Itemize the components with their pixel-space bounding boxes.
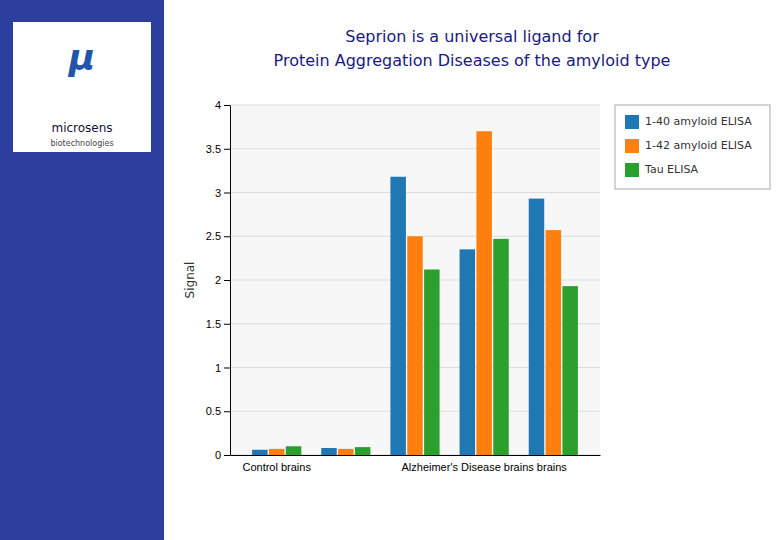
legend-label: Tau ELISA [644,163,699,176]
tick: 0 [215,449,230,461]
tick-label: 2 [215,274,221,286]
tick-mark [224,368,230,369]
bar [286,446,301,455]
annotation: biotechnologies [50,139,113,148]
tick: Alzheimer's Disease brains brains [401,461,567,473]
bar [546,230,561,455]
tick: Control brains [242,461,311,473]
legend-item: Tau ELISA [625,163,699,177]
tick-label: Alzheimer's Disease brains brains [401,461,567,473]
tick-mark [224,193,230,194]
tick: 1 [215,362,230,374]
tick: 2.5 [206,230,230,242]
plot-area [230,105,600,455]
legend-swatch [625,139,639,153]
bar [390,177,405,455]
tick-label: 3 [215,187,221,199]
tick-mark [224,455,230,456]
tick: 3.5 [206,143,230,155]
tick-label: 0.5 [206,405,221,417]
axis-line [231,455,601,456]
grid [230,105,600,455]
title-line: Seprion is a universal ligand for [345,27,599,46]
grid-line [230,148,600,149]
bar [562,286,577,455]
title-line: Protein Aggregation Diseases of the amyl… [274,51,671,70]
series [286,239,578,455]
bar [252,450,267,455]
legend-label: 1-40 amyloid ELISA [645,115,752,128]
legend: 1-40 amyloid ELISA 1-42 amyloid ELISA Tau … [615,105,770,189]
bar [529,199,544,455]
side-panel [0,0,164,540]
tick-label: Control brains [242,461,311,473]
bars [252,131,578,455]
tick-mark [224,149,230,150]
axis-line [230,106,231,456]
tick: 3 [215,187,230,199]
x-axis: Control brains Alzheimer's Disease brains… [231,456,601,474]
bar [355,447,370,455]
annotation: μ [68,37,96,78]
bar [338,449,353,455]
tick-mark [224,324,230,325]
legend-swatch [625,115,639,129]
legend-item: 1-40 amyloid ELISA [625,115,752,129]
bar [493,239,508,455]
legend-item: 1-42 amyloid ELISA [625,139,752,153]
bar [407,236,422,455]
y-label: Signal [183,262,197,299]
logo-box [13,22,151,152]
tick-label: 1 [215,362,221,374]
bar [269,449,284,455]
y-axis: 0 0.5 1 1.5 2 2.5 3 3.5 4 [206,99,231,461]
tick: 2 [215,274,230,286]
tick: 1.5 [206,318,230,330]
grid-line [230,192,600,193]
grid-line [230,105,600,106]
tick-label: 0 [215,449,221,461]
chart: μ microsens biotechnologies Seprion is a un… [0,0,780,540]
tick: 4 [215,99,230,111]
legend-label: 1-42 amyloid ELISA [645,139,752,152]
tick-mark [224,280,230,281]
title: Seprion is a universal ligand for Protein… [274,27,671,70]
series [252,177,544,455]
bar [476,131,491,455]
tick-label: 1.5 [206,318,221,330]
tick-label: 4 [215,99,221,111]
series [269,131,561,455]
tick-label: 3.5 [206,143,221,155]
bar [424,270,439,456]
tick-mark [224,105,230,106]
legend-frame [615,105,770,189]
bar [321,448,336,455]
legend-swatch [625,163,639,177]
tick: 0.5 [206,405,230,417]
annotation: microsens [51,121,112,135]
bar [460,249,475,455]
tick-mark [224,236,230,237]
tick-label: 2.5 [206,230,221,242]
tick-mark [224,411,230,412]
